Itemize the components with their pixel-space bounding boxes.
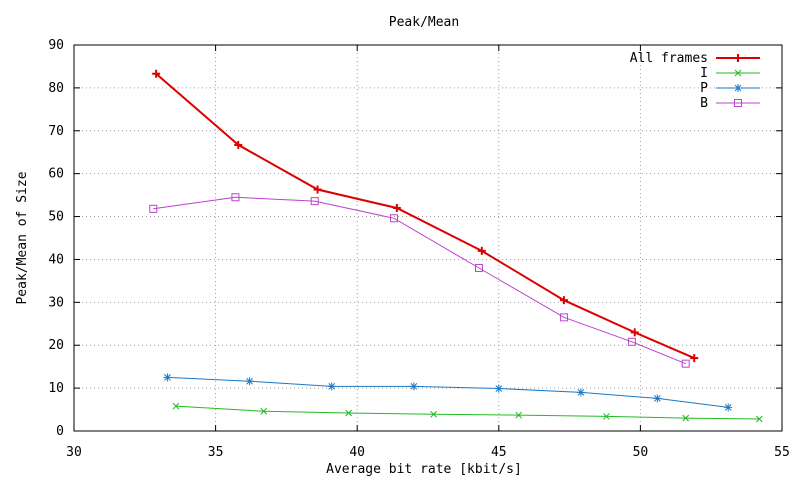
data-point-b [681,359,690,368]
y-tick-label: 20 [48,338,64,353]
x-tick-label: 40 [349,445,365,460]
data-point-all-frames [690,354,699,363]
data-point-b [231,193,240,202]
legend-label-p: P [700,81,708,96]
x-tick-label: 50 [633,445,649,460]
data-series [149,69,763,423]
x-tick-label: 55 [774,445,790,460]
plot-frame [73,44,783,432]
data-point-p [576,388,585,397]
data-point-i [345,409,353,417]
data-point-b [559,313,568,322]
x-axis-label: Average bit rate [kbit/s] [326,462,522,477]
legend-marker-all-frames [734,54,742,62]
data-point-all-frames [477,246,486,255]
data-point-all-frames [630,328,639,337]
y-tick-label: 80 [48,81,64,96]
data-point-i [603,413,610,420]
data-point-all-frames [234,140,243,149]
series-line-p [167,376,729,408]
x-tick-label: 35 [208,445,224,460]
series-line-all-frames [155,72,695,360]
x-tick-label: 45 [491,445,507,460]
data-point-i [682,414,690,422]
data-point-p [245,377,254,386]
data-point-b [149,204,158,213]
data-point-b [310,197,319,206]
data-point-i [430,410,438,418]
y-axis-label: Peak/Mean of Size [15,171,30,304]
y-tick-label: 70 [48,124,64,139]
y-tick-label: 10 [48,381,64,396]
series-line-i [175,405,760,420]
data-point-p [163,373,172,382]
chart-title: Peak/Mean [389,15,459,30]
legend-label-b: B [700,96,708,111]
y-tick-label: 90 [48,38,64,53]
data-point-all-frames [392,203,401,212]
y-tick-label: 0 [56,424,64,439]
legend-label-i: I [700,66,708,81]
data-point-all-frames [152,69,161,78]
y-tick-label: 40 [48,252,64,267]
y-tick-label: 60 [48,167,64,182]
grid-lines [74,45,782,431]
series-line-b [153,196,686,365]
legend-marker-b [734,99,742,107]
data-point-b [390,214,399,223]
data-point-b [627,337,636,346]
x-tick-label: 30 [66,445,82,460]
data-point-i [515,411,522,419]
data-point-b [474,264,483,273]
data-point-all-frames [313,185,322,194]
data-point-p [494,384,503,393]
data-point-i [260,407,268,415]
data-point-i [755,415,763,423]
y-tick-label: 30 [48,295,64,310]
data-point-all-frames [559,296,568,305]
legend-label-all-frames: All frames [630,51,708,66]
data-point-p [327,382,336,391]
axis-ticks: 0 10 20 30 40 50 60 70 80 90 30 35 40 45 50 55 [48,38,789,460]
y-tick-label: 50 [48,210,64,225]
data-point-p [409,382,418,391]
data-point-p [724,403,733,412]
data-point-p [653,394,662,403]
legend-marker-p [734,84,742,92]
legend-marker-i [734,69,742,77]
data-point-i [172,402,180,410]
